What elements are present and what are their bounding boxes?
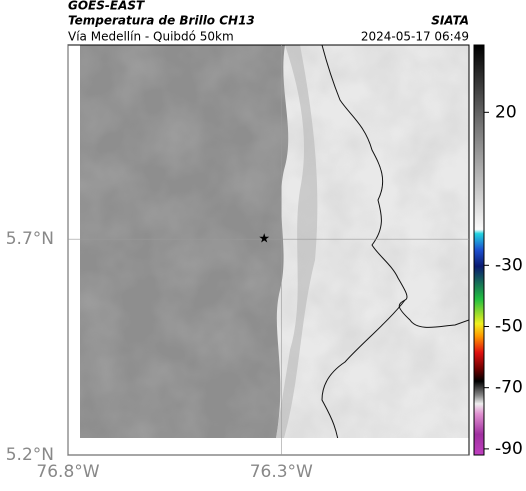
title: Temperatura de Brillo CH13 — [68, 14, 255, 28]
colorbar — [473, 44, 485, 456]
satellite: GOES-EAST — [68, 0, 145, 13]
datetime: 2024-05-17 06:49 — [361, 30, 469, 44]
colorbar-tick-label: -70 — [495, 378, 523, 398]
marker: ★ — [258, 232, 270, 247]
x-tick-label: 76.3°W — [250, 462, 313, 482]
source: SIATA — [431, 14, 469, 28]
x-tick-label: 76.8°W — [36, 462, 99, 482]
y-tick-label: 5.2°N — [6, 445, 54, 465]
subtitle: Vía Medellín - Quibdó 50km — [68, 30, 234, 44]
y-tick-label: 5.7°N — [6, 229, 54, 249]
satellite-image — [80, 45, 469, 438]
colorbar-tick-label: 20 — [495, 102, 517, 122]
colorbar-tick-label: -90 — [495, 439, 523, 459]
colorbar-tick-label: -50 — [495, 316, 523, 336]
colorbar-tick-label: -30 — [495, 255, 523, 275]
